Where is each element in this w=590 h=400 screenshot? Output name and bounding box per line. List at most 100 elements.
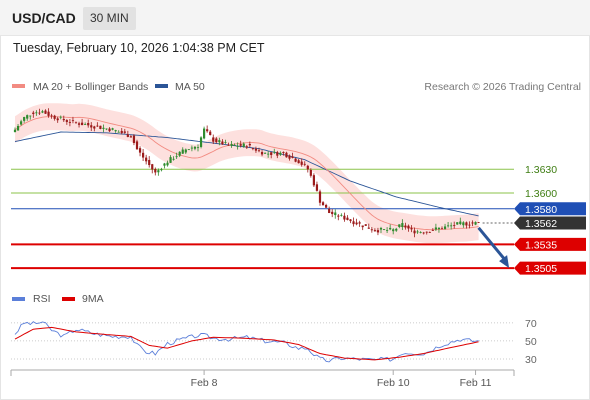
rsi-line bbox=[14, 321, 479, 363]
candle bbox=[291, 152, 294, 159]
candle bbox=[102, 124, 105, 133]
candle bbox=[264, 152, 267, 154]
candle bbox=[47, 108, 50, 118]
candle bbox=[425, 231, 428, 235]
candle bbox=[212, 134, 215, 145]
candle bbox=[239, 140, 242, 148]
candle bbox=[135, 139, 139, 150]
candle bbox=[56, 116, 59, 123]
candle bbox=[120, 128, 123, 135]
candle-body bbox=[382, 229, 386, 230]
candle-body bbox=[47, 111, 50, 116]
rsi-tick-label-50: 50 bbox=[525, 336, 537, 348]
candle-body bbox=[425, 231, 428, 233]
rsi-tick-label-30: 30 bbox=[525, 354, 537, 366]
candle-body bbox=[212, 137, 215, 142]
candle-body bbox=[386, 230, 389, 231]
candle bbox=[474, 221, 477, 226]
candle-body bbox=[160, 169, 163, 171]
candle bbox=[318, 189, 322, 206]
legend-ma20-swatch bbox=[12, 84, 25, 88]
candle-body bbox=[331, 211, 334, 215]
candle-body bbox=[361, 225, 364, 228]
candle bbox=[242, 142, 245, 148]
candle-body bbox=[352, 221, 355, 225]
candle-body bbox=[53, 115, 56, 119]
candle-body bbox=[434, 227, 437, 230]
level-label-1.3580: 1.3580 bbox=[525, 204, 557, 216]
candle-body bbox=[453, 225, 456, 226]
candle bbox=[443, 223, 447, 230]
candle bbox=[376, 227, 380, 236]
candle-body bbox=[236, 146, 239, 147]
candle bbox=[453, 221, 456, 229]
candle-body bbox=[96, 125, 99, 127]
candle bbox=[163, 162, 166, 169]
candle-body bbox=[145, 157, 148, 162]
candle-body bbox=[303, 163, 306, 165]
candle bbox=[233, 143, 236, 146]
candle bbox=[276, 150, 279, 159]
candle bbox=[370, 227, 373, 233]
candle-body bbox=[254, 148, 258, 151]
candle bbox=[459, 217, 462, 226]
candle-body bbox=[328, 208, 331, 214]
candle bbox=[306, 164, 309, 173]
candle bbox=[218, 137, 221, 146]
candle-body bbox=[474, 222, 477, 225]
candle bbox=[172, 156, 175, 161]
candle bbox=[404, 222, 407, 230]
x-axis: Feb 8 Feb 10 Feb 11 bbox=[10, 369, 515, 389]
symbol-label: USD/CAD bbox=[12, 10, 76, 26]
candle-body bbox=[41, 111, 44, 113]
candle-body bbox=[187, 149, 190, 151]
candle-body bbox=[334, 212, 337, 216]
candle-body bbox=[291, 156, 294, 159]
candle-body bbox=[443, 226, 447, 229]
candle bbox=[331, 209, 334, 218]
candle bbox=[74, 121, 78, 124]
candle-body bbox=[367, 227, 370, 229]
candle bbox=[166, 160, 169, 167]
candle-body bbox=[309, 169, 312, 176]
candle bbox=[68, 118, 71, 127]
candle bbox=[199, 136, 203, 149]
candle bbox=[29, 115, 32, 120]
candle bbox=[410, 225, 413, 233]
candle bbox=[398, 224, 401, 229]
candle-body bbox=[13, 129, 17, 133]
candle bbox=[407, 224, 410, 232]
candle bbox=[364, 224, 367, 226]
candle-body bbox=[123, 131, 126, 133]
level-badge-1.3505 bbox=[514, 261, 586, 275]
candle bbox=[84, 122, 87, 125]
candle-body bbox=[38, 112, 41, 114]
candle bbox=[215, 137, 218, 144]
candle-body bbox=[288, 155, 291, 159]
legend-rsi-label: RSI bbox=[33, 293, 51, 305]
candle-body bbox=[321, 202, 325, 206]
candle bbox=[20, 119, 23, 126]
level-label-1.3562: 1.3562 bbox=[525, 218, 557, 230]
candle-body bbox=[416, 231, 419, 233]
candle-body bbox=[135, 141, 139, 150]
candle bbox=[38, 108, 41, 116]
candle-body bbox=[163, 163, 166, 166]
candle-body bbox=[199, 137, 203, 147]
candle bbox=[209, 130, 212, 136]
candle bbox=[169, 155, 172, 163]
timeframe-button[interactable]: 30 MIN bbox=[83, 7, 136, 30]
candle bbox=[367, 223, 370, 229]
candle-body bbox=[175, 156, 178, 158]
candle-body bbox=[419, 232, 422, 233]
candle bbox=[105, 128, 108, 131]
candle-body bbox=[132, 135, 136, 143]
candle-body bbox=[431, 230, 434, 231]
candle-body bbox=[184, 149, 187, 153]
candle-body bbox=[346, 217, 349, 220]
candle-body bbox=[56, 118, 59, 121]
candle-body bbox=[206, 129, 209, 132]
candle-body bbox=[245, 146, 248, 148]
candle-body bbox=[221, 141, 224, 145]
x-tick-label-Feb-11: Feb 11 bbox=[460, 377, 492, 389]
